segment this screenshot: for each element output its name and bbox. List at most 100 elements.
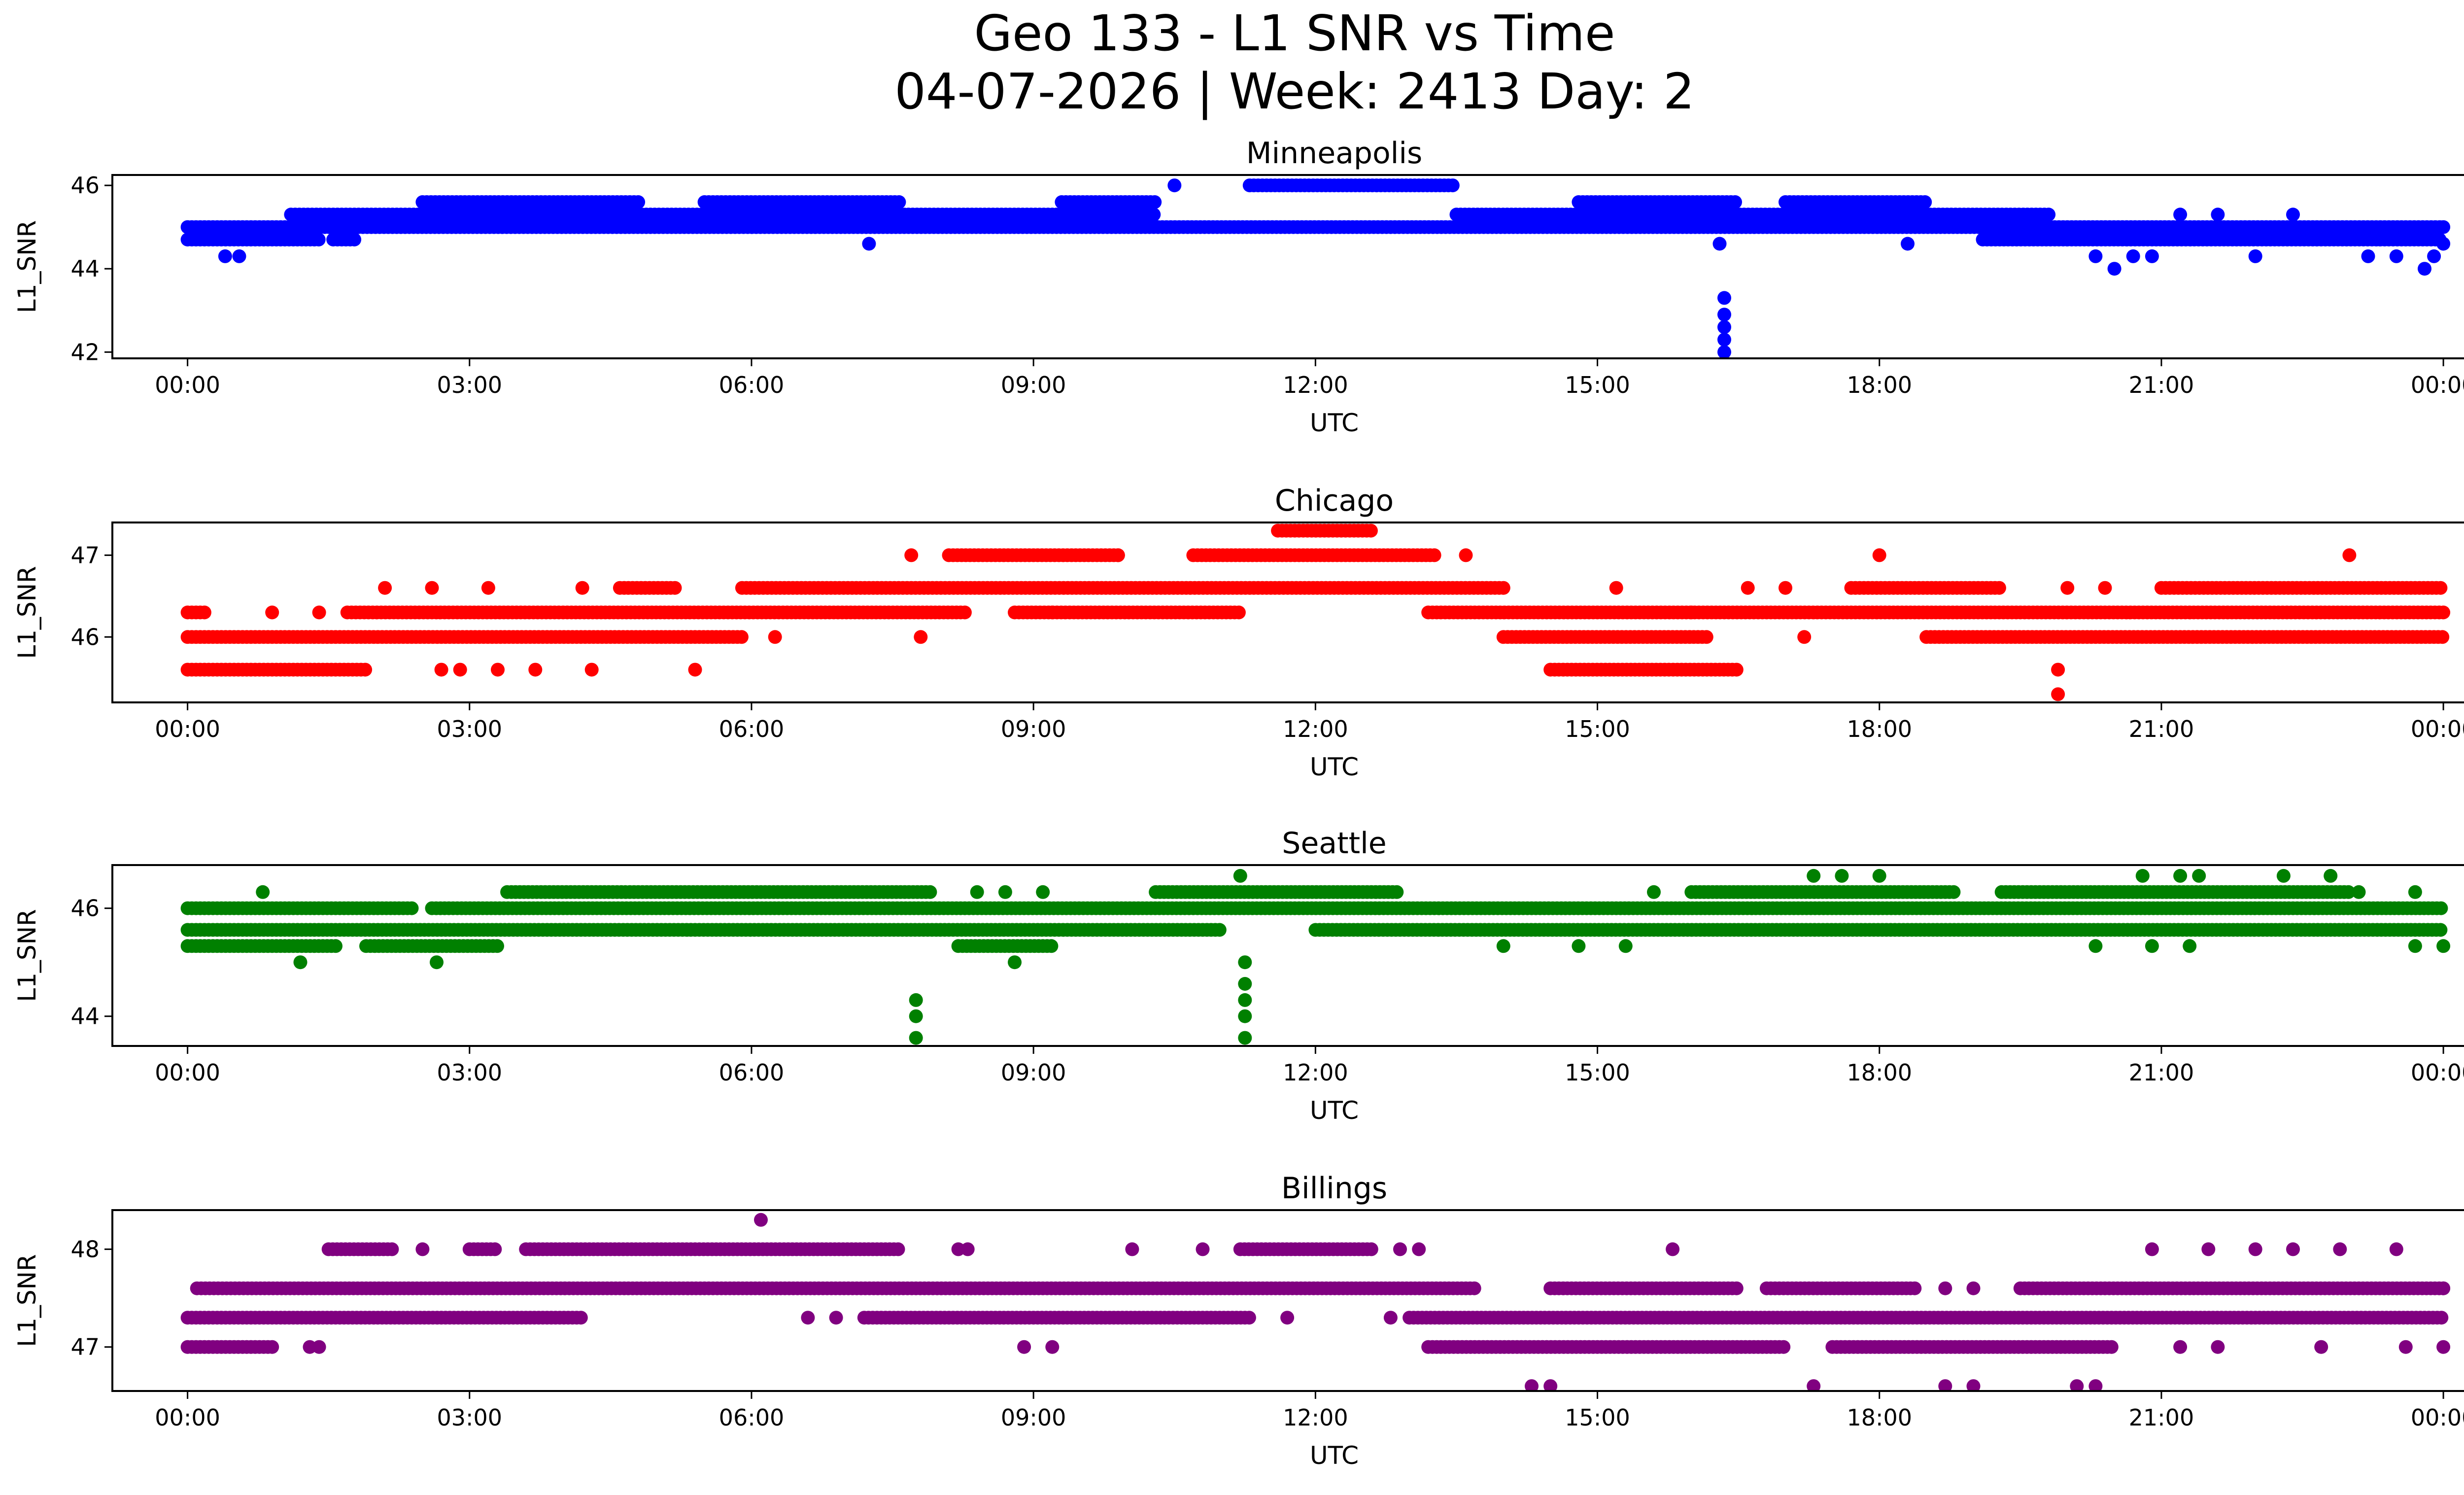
data-point — [1445, 178, 1460, 193]
figure-title-line1: Geo 133 - L1 SNR vs Time — [974, 4, 1615, 62]
y-axis-label: L1_SNR — [13, 220, 41, 313]
data-point — [425, 581, 439, 595]
data-point — [631, 195, 646, 209]
data-series-billings — [180, 1213, 2451, 1391]
data-point — [2352, 885, 2366, 899]
x-tick-label: 03:00 — [437, 1059, 502, 1086]
data-point — [1427, 548, 1441, 562]
x-tick-label: 18:00 — [1847, 1059, 1912, 1086]
data-point — [2098, 581, 2112, 595]
data-point — [2104, 1340, 2119, 1354]
data-point — [1044, 939, 1059, 953]
data-point — [2436, 605, 2451, 620]
data-point — [1238, 1031, 1252, 1045]
data-point — [1684, 605, 1699, 620]
figure-title-line2: 04-07-2026 | Week: 2413 Day: 2 — [894, 63, 1694, 120]
data-point — [668, 581, 682, 595]
data-point — [2248, 249, 2262, 263]
x-tick-label: 21:00 — [2129, 1059, 2194, 1086]
x-tick-label: 12:00 — [1283, 372, 1348, 398]
data-point — [2435, 630, 2450, 644]
x-tick-label: 00:00 — [155, 372, 220, 398]
data-point — [2088, 249, 2103, 263]
subplot-title: Chicago — [1275, 484, 1394, 518]
data-point — [584, 662, 599, 677]
data-point — [1238, 977, 1252, 991]
data-point — [2389, 249, 2403, 263]
data-point — [405, 901, 419, 915]
data-series-chicago — [180, 523, 2451, 701]
data-point — [2126, 249, 2140, 263]
x-tick-label: 15:00 — [1565, 1059, 1630, 1086]
data-point — [2135, 869, 2150, 883]
x-tick-label: 15:00 — [1565, 372, 1630, 398]
data-point — [1364, 523, 1378, 538]
x-tick-label: 18:00 — [1847, 716, 1912, 742]
data-point — [914, 630, 928, 644]
data-point — [378, 581, 392, 595]
y-axis-label: L1_SNR — [13, 566, 41, 659]
data-point — [2286, 208, 2300, 222]
data-point — [490, 939, 504, 953]
data-point — [358, 662, 373, 677]
data-point — [1238, 993, 1252, 1007]
x-tick-label: 03:00 — [437, 372, 502, 398]
data-point — [1647, 885, 1661, 899]
data-point — [1717, 320, 1731, 334]
data-point — [434, 662, 448, 677]
data-point — [1036, 885, 1050, 899]
data-point — [688, 662, 702, 677]
data-point — [1572, 939, 1586, 953]
data-point — [970, 885, 984, 899]
y-tick-label: 47 — [70, 542, 100, 568]
data-point — [1918, 195, 1932, 209]
axes-frame — [111, 522, 2464, 703]
data-point — [265, 605, 279, 620]
data-point — [311, 233, 326, 246]
data-point — [904, 548, 919, 562]
x-tick-label: 15:00 — [1565, 716, 1630, 742]
data-point — [2433, 923, 2448, 937]
data-point — [2173, 208, 2188, 222]
data-point — [1167, 178, 1182, 193]
data-point — [491, 662, 505, 677]
data-point — [2434, 901, 2448, 915]
data-point — [862, 237, 876, 251]
data-point — [2042, 208, 2056, 222]
x-tick-label: 00:00 — [2411, 1059, 2464, 1086]
axes-frame — [111, 864, 2464, 1047]
data-point — [1699, 630, 1713, 644]
data-point — [1232, 605, 1246, 620]
data-point — [312, 605, 326, 620]
data-point — [1717, 333, 1731, 347]
data-point — [1618, 939, 1633, 953]
subplot-title: Minneapolis — [1246, 136, 1423, 171]
x-axis-label: UTC — [1310, 409, 1359, 437]
data-point — [574, 1311, 588, 1325]
data-point — [1807, 869, 1821, 883]
data-point — [1390, 885, 1404, 899]
data-point — [2427, 249, 2441, 263]
data-point — [2192, 869, 2206, 883]
x-tick-label: 06:00 — [719, 372, 785, 398]
data-point — [923, 885, 937, 899]
data-point — [575, 581, 589, 595]
data-point — [1008, 955, 1022, 970]
data-point — [958, 605, 972, 620]
data-point — [2088, 939, 2103, 953]
data-point — [1148, 195, 1162, 209]
data-point — [909, 993, 923, 1007]
data-series-seattle — [180, 869, 2451, 1045]
data-point — [1717, 345, 1731, 358]
x-tick-label: 00:00 — [2411, 716, 2464, 742]
x-tick-label: 09:00 — [1001, 1059, 1066, 1086]
data-point — [2324, 869, 2338, 883]
data-point — [1609, 581, 1623, 595]
data-point — [909, 1009, 923, 1023]
data-point — [2276, 869, 2291, 883]
data-point — [2436, 939, 2451, 953]
data-point — [481, 581, 495, 595]
